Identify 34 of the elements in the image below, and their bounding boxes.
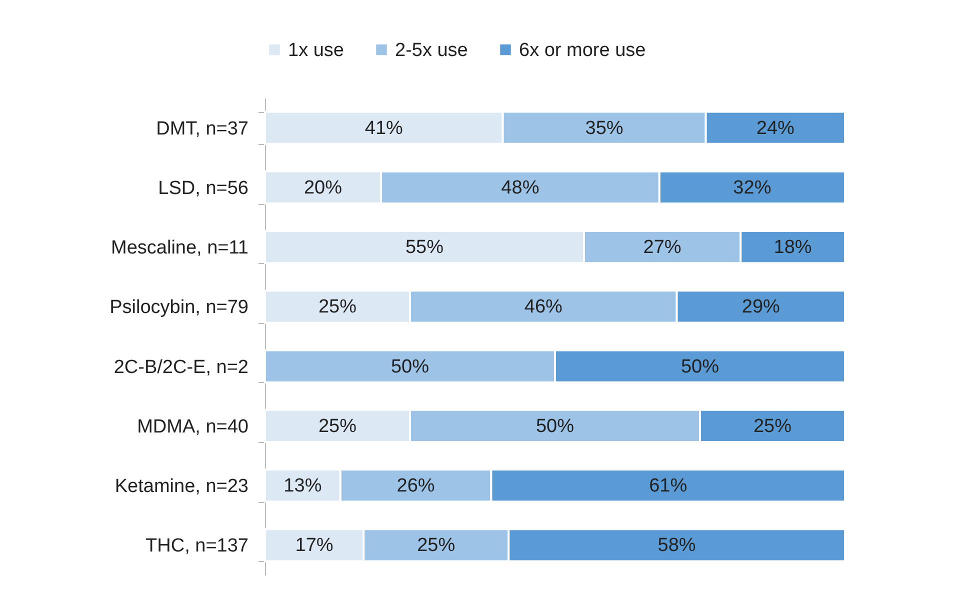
- data-label: 26%: [396, 476, 435, 497]
- y-tick-label: 2C-B/2C-E, n=2: [114, 356, 248, 378]
- data-label: 24%: [756, 118, 795, 139]
- y-tick-label: MDMA, n=40: [137, 416, 248, 438]
- y-tick-label: Mescaline, n=11: [111, 238, 248, 259]
- y-tick-label: THC, n=137: [146, 536, 248, 557]
- data-label: 25%: [318, 296, 357, 318]
- data-label: 18%: [774, 237, 812, 258]
- data-label: 61%: [649, 476, 688, 497]
- legend-label: 2-5x use: [395, 40, 468, 61]
- data-label: 41%: [364, 118, 404, 139]
- data-label: 55%: [405, 237, 444, 258]
- data-label: 20%: [304, 177, 342, 198]
- legend-label: 6x or more use: [519, 40, 646, 61]
- data-label: 50%: [536, 416, 574, 437]
- data-label: 25%: [753, 416, 792, 437]
- y-tick-label: Ketamine, n=23: [114, 476, 248, 498]
- data-label: 32%: [733, 177, 772, 198]
- data-label: 13%: [284, 476, 322, 497]
- data-label: 48%: [501, 177, 540, 198]
- data-label: 25%: [318, 416, 357, 437]
- data-label: 50%: [390, 356, 430, 378]
- y-tick-label: LSD, n=56: [158, 178, 248, 199]
- data-label: 29%: [742, 296, 780, 318]
- data-label: 50%: [680, 356, 720, 378]
- data-label: 27%: [643, 237, 682, 258]
- data-label: 25%: [417, 535, 456, 556]
- data-label: 58%: [658, 535, 696, 556]
- data-label: 46%: [524, 296, 563, 318]
- y-tick-label: Psilocybin, n=79: [110, 297, 248, 318]
- legend-label: 1x use: [288, 40, 344, 61]
- data-label: 17%: [295, 535, 334, 556]
- y-tick-label: DMT, n=37: [156, 118, 248, 140]
- data-label: 35%: [585, 118, 624, 139]
